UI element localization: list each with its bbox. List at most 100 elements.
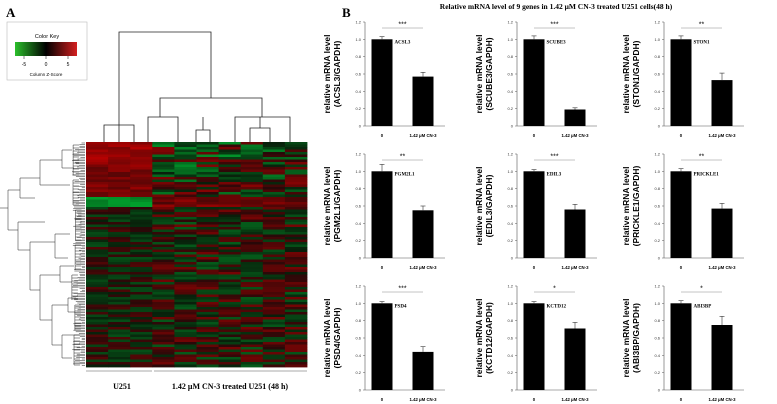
heatmap-cell (196, 264, 219, 268)
heatmap-cell (174, 264, 197, 268)
heatmap-cell (174, 179, 197, 183)
heatmap-cell (86, 354, 109, 358)
heatmap-cell (108, 299, 131, 303)
heatmap-cell (218, 177, 242, 180)
heatmap-cell (284, 269, 308, 273)
heatmap-cell (218, 307, 242, 310)
heatmap-cell (152, 362, 175, 365)
heatmap-cell (108, 337, 131, 340)
row-dendro-branch (67, 297, 76, 313)
heatmap-cell (284, 262, 308, 265)
heatmap-cell (218, 312, 242, 315)
heatmap-cell (284, 327, 308, 330)
heatmap-cell (262, 209, 286, 213)
y-tick-label: 0.4 (654, 353, 660, 358)
heatmap-cell (240, 294, 264, 298)
heatmap-cell (174, 347, 197, 350)
heatmap-cell (130, 242, 153, 245)
heatmap-cell (130, 319, 153, 323)
heatmap-cell (218, 257, 242, 260)
heatmap-cell (240, 279, 264, 283)
heatmap-cell (196, 192, 219, 195)
heatmap-cell (130, 219, 153, 223)
heatmap-cell (152, 297, 175, 300)
heatmap-cell (152, 209, 175, 213)
heatmap-cell (174, 237, 197, 240)
heatmap-cell (262, 142, 286, 145)
color-key-tick-label: -5 (22, 62, 27, 68)
heatmap-cell (108, 177, 131, 180)
heatmap-cell (152, 282, 175, 285)
heatmap-cell (240, 297, 264, 300)
heatmap-cell (218, 192, 242, 195)
y-tick-label: 0 (359, 256, 362, 261)
heatmap-cell (152, 187, 175, 190)
heatmap-cell (218, 364, 242, 368)
heatmap-cell (130, 154, 153, 158)
y-tick-label: 0 (658, 256, 661, 261)
heatmap-cell (284, 192, 308, 195)
heatmap-cell (240, 314, 264, 318)
heatmap-cell (262, 169, 286, 173)
heatmap-cell (130, 309, 153, 313)
heatmap-cell (130, 204, 153, 208)
heatmap-cell (218, 202, 242, 205)
heatmap-cell (262, 309, 286, 313)
heatmap-cell (86, 224, 109, 228)
x-tick-label: 1.42 μM CN-3 (562, 397, 590, 402)
heatmap-cell (240, 234, 264, 238)
bar-control (670, 39, 692, 126)
heatmap-cell (174, 332, 197, 335)
heatmap-cell (196, 242, 219, 245)
heatmap-cell (240, 287, 264, 290)
heatmap-cell (262, 357, 286, 360)
dendro-branch (103, 124, 135, 142)
color-key-gradient (15, 42, 77, 56)
heatmap-cell (152, 244, 175, 248)
heatmap-cell (196, 144, 219, 148)
heatmap-cell (174, 322, 197, 325)
heatmap-cell (130, 362, 153, 365)
heatmap-cell (196, 294, 219, 298)
heatmap-cell (174, 304, 197, 308)
heatmap-cell (196, 307, 219, 310)
heatmap-cell (196, 169, 219, 173)
heatmap-cell (284, 172, 308, 175)
heatmap-cell (174, 309, 197, 313)
heatmap-cell (152, 254, 175, 258)
heatmap-cell (284, 232, 308, 235)
heatmap-cell (152, 267, 175, 270)
heatmap-cell (86, 164, 109, 168)
heatmap-cell (284, 254, 308, 258)
heatmap-cell (196, 199, 219, 203)
heatmap-cell (152, 287, 175, 290)
heatmap-cell (262, 217, 286, 220)
heatmap-cell (174, 362, 197, 365)
heatmap-cell (130, 359, 153, 363)
heatmap-cell (130, 352, 153, 355)
heatmap-cell (284, 289, 308, 293)
bar-panels: relative mRNA level(ACSL3/GAPDH) 0 0.2 0.4 0… (322, 20, 744, 402)
heatmap-cell (86, 324, 109, 328)
heatmap-cell (218, 239, 242, 243)
heatmap-cell (284, 309, 308, 313)
heatmap-cell (130, 269, 153, 273)
heatmap-cell (152, 159, 175, 163)
heatmap-cell (108, 252, 131, 255)
heatmap-cell (196, 284, 219, 288)
x-tick-label: 1.42 μM CN-3 (709, 397, 737, 402)
dendro-branch (195, 117, 211, 142)
heatmap-cell (174, 312, 197, 315)
y-tick-label: 1.0 (507, 169, 513, 174)
heatmap-cell (218, 259, 242, 263)
heatmap-cell (218, 339, 242, 343)
heatmap-cell (218, 334, 242, 338)
heatmap-cell (284, 342, 308, 345)
y-tick-label: 0.8 (355, 186, 361, 191)
heatmap-cell (86, 359, 109, 363)
heatmap-cell (240, 342, 264, 345)
y-tick-label: 0 (658, 388, 661, 393)
heatmap-cell (262, 222, 286, 225)
heatmap-cell (130, 314, 153, 318)
heatmap-cell (108, 309, 131, 313)
